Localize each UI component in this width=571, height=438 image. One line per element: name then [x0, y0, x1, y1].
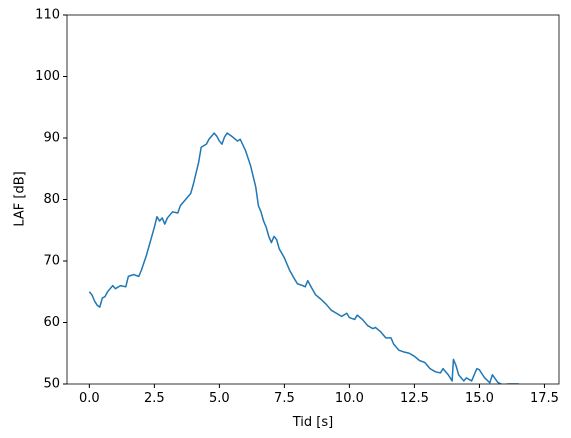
y-tick-label: 90	[43, 131, 60, 146]
x-tick-label: 5.0	[209, 391, 230, 406]
y-tick-label: 60	[43, 315, 60, 330]
x-tick-label: 12.5	[400, 391, 429, 406]
x-tick-label: 7.5	[274, 391, 295, 406]
plot-frame	[66, 14, 560, 385]
data-line	[88, 132, 520, 384]
x-axis-label: Tid [s]	[292, 415, 333, 430]
x-tick-label: 17.5	[530, 391, 559, 406]
x-tick-label: 2.5	[144, 391, 165, 406]
x-tick-label: 10.0	[335, 391, 364, 406]
y-tick-label: 50	[43, 377, 60, 392]
y-axis-label: LAF [dB]	[13, 171, 28, 226]
x-tick-label: 15.0	[465, 391, 494, 406]
y-tick-label: 80	[43, 192, 60, 207]
x-tick-label: 0.0	[79, 391, 100, 406]
y-tick-label: 100	[35, 69, 60, 84]
y-tick-label: 110	[35, 8, 60, 23]
y-tick-label: 70	[43, 254, 60, 269]
